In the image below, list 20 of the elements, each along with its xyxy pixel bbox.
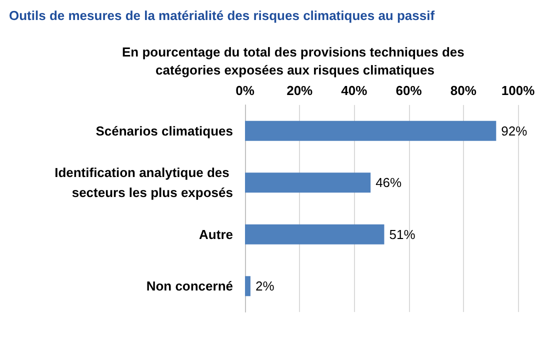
data-label: 2% bbox=[255, 278, 275, 294]
y-tick-label: Non concerné bbox=[146, 278, 233, 294]
y-tick-label: Scénarios climatiques bbox=[96, 123, 233, 138]
x-tick-label: 0% bbox=[236, 83, 255, 98]
bar bbox=[245, 172, 371, 193]
y-tick-label: Autre bbox=[199, 226, 233, 242]
data-label: 92% bbox=[501, 123, 528, 138]
chart-title: Outils de mesures de la matérialité des risques climatiques au passif bbox=[9, 8, 436, 23]
x-tick-label: 40% bbox=[341, 83, 368, 98]
data-label: 46% bbox=[376, 175, 402, 190]
x-tick-label: 100% bbox=[501, 83, 536, 98]
bar bbox=[245, 276, 250, 296]
y-tick-label: Identification analytique des secteurs les plus exposés bbox=[54, 165, 233, 200]
x-tick-label: 60% bbox=[396, 83, 422, 98]
bar bbox=[245, 120, 496, 141]
x-tick-label: 80% bbox=[450, 83, 477, 98]
data-label: 51% bbox=[389, 226, 416, 242]
chart-subtitle: En pourcentage du total des provisions techniques des catégories exposées aux risques climatiques bbox=[122, 44, 468, 78]
x-tick-label: 20% bbox=[286, 83, 314, 98]
bar bbox=[245, 224, 384, 244]
